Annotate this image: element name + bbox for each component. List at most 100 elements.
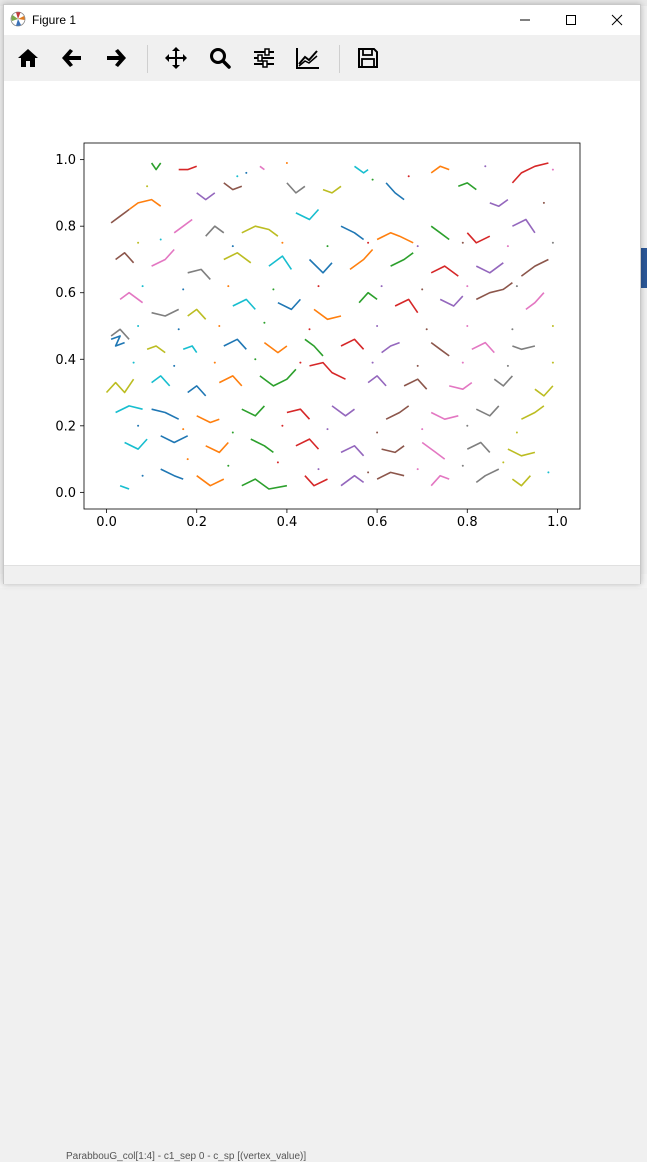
data-point xyxy=(551,241,554,244)
close-button[interactable] xyxy=(594,5,640,35)
minimize-button[interactable] xyxy=(502,5,548,35)
data-point xyxy=(542,201,545,204)
data-series-line xyxy=(196,475,225,487)
data-series-line xyxy=(173,218,193,234)
data-series-line xyxy=(525,292,545,311)
subplots-button[interactable] xyxy=(250,44,278,72)
data-series-line xyxy=(151,375,171,387)
data-point xyxy=(285,162,288,164)
data-point xyxy=(177,328,180,331)
data-series-line xyxy=(151,308,180,317)
data-series-line xyxy=(223,338,247,350)
data-series-line xyxy=(304,475,328,487)
data-series-line xyxy=(115,405,143,414)
axes-frame xyxy=(83,142,581,510)
data-point xyxy=(416,468,419,471)
data-series-line xyxy=(322,185,342,194)
data-series-line xyxy=(458,182,477,191)
data-series-line xyxy=(241,478,288,490)
figure-canvas[interactable]: 0.0 0.2 0.4 0.6 0.8 1.0 0.0 0.2 0.4 0.6 0.8 1.0 xyxy=(4,81,640,565)
data-point xyxy=(326,245,329,248)
maximize-button[interactable] xyxy=(548,5,594,35)
data-point xyxy=(132,361,135,364)
data-point xyxy=(308,328,311,331)
floppy-disk-icon xyxy=(358,48,378,68)
data-point xyxy=(416,364,419,367)
data-series-line xyxy=(223,252,252,264)
matplotlib-logo-icon xyxy=(10,11,26,27)
data-series-line xyxy=(146,345,166,354)
y-tick-label: 0.4 xyxy=(55,353,76,368)
toolbar-separator xyxy=(147,45,148,73)
data-series-line xyxy=(394,298,419,314)
data-point xyxy=(159,238,162,241)
data-series-line xyxy=(259,165,265,171)
zoom-button[interactable] xyxy=(206,44,234,72)
data-series-line xyxy=(534,385,554,397)
maximize-icon xyxy=(566,15,576,25)
data-point xyxy=(376,325,379,327)
home-button[interactable] xyxy=(14,44,42,72)
y-tick-label: 0.0 xyxy=(55,486,76,501)
data-point xyxy=(254,358,257,361)
data-series-line xyxy=(340,474,365,487)
status-bar xyxy=(4,565,640,584)
data-series-line xyxy=(223,182,243,191)
pan-button[interactable] xyxy=(162,44,190,72)
data-point xyxy=(227,285,230,288)
data-series-line xyxy=(421,441,446,460)
background-window-edge xyxy=(639,248,647,288)
data-series-line xyxy=(449,381,473,391)
data-series-line xyxy=(390,252,414,267)
title-bar[interactable]: Figure 1 xyxy=(4,5,640,35)
data-point xyxy=(367,471,370,474)
scatter-line-plot[interactable]: 0.0 0.2 0.4 0.6 0.8 1.0 0.0 0.2 0.4 0.6 0.8 1.0 xyxy=(4,81,640,565)
data-series-line xyxy=(466,441,491,453)
x-tick-label: 0.6 xyxy=(367,515,388,530)
data-series-line xyxy=(376,471,405,480)
data-point xyxy=(425,328,428,331)
data-series-line xyxy=(520,258,549,277)
data-series-line xyxy=(259,368,297,387)
data-series-line xyxy=(475,468,500,484)
data-series-line xyxy=(313,308,342,321)
data-point xyxy=(281,241,284,244)
data-point xyxy=(547,471,550,474)
sliders-icon xyxy=(254,48,274,68)
data-series-line xyxy=(160,435,189,444)
data-series-line xyxy=(381,341,400,354)
data-point xyxy=(272,288,275,291)
data-series-line xyxy=(124,438,148,450)
save-button[interactable] xyxy=(354,44,382,72)
data-point xyxy=(551,325,554,327)
data-point xyxy=(137,424,140,427)
data-point xyxy=(416,245,419,248)
data-series-line xyxy=(286,182,306,194)
x-tick-label: 0.2 xyxy=(186,515,207,530)
data-series-line xyxy=(277,298,301,311)
data-point xyxy=(506,364,509,367)
y-tick-label: 0.8 xyxy=(55,220,76,235)
data-point xyxy=(213,361,216,364)
data-series-line xyxy=(241,405,265,417)
data-series-line xyxy=(493,375,513,387)
edit-axis-button[interactable] xyxy=(294,44,322,72)
data-point xyxy=(218,325,221,327)
data-series-line xyxy=(205,225,225,237)
data-point xyxy=(380,285,383,288)
data-series-line xyxy=(151,248,175,267)
data-series-line xyxy=(403,378,428,390)
data-series-line xyxy=(430,411,459,421)
data-point xyxy=(137,241,140,244)
data-series-line xyxy=(187,385,207,397)
data-series-line xyxy=(385,405,410,420)
data-series-line xyxy=(475,405,500,417)
arrow-left-icon xyxy=(62,49,81,67)
navigation-toolbar xyxy=(4,35,640,81)
magnifier-icon xyxy=(210,48,231,69)
data-series-line xyxy=(182,345,198,354)
data-point xyxy=(263,321,266,324)
forward-button[interactable] xyxy=(102,44,130,72)
back-button[interactable] xyxy=(58,44,86,72)
data-series-line xyxy=(475,262,504,274)
